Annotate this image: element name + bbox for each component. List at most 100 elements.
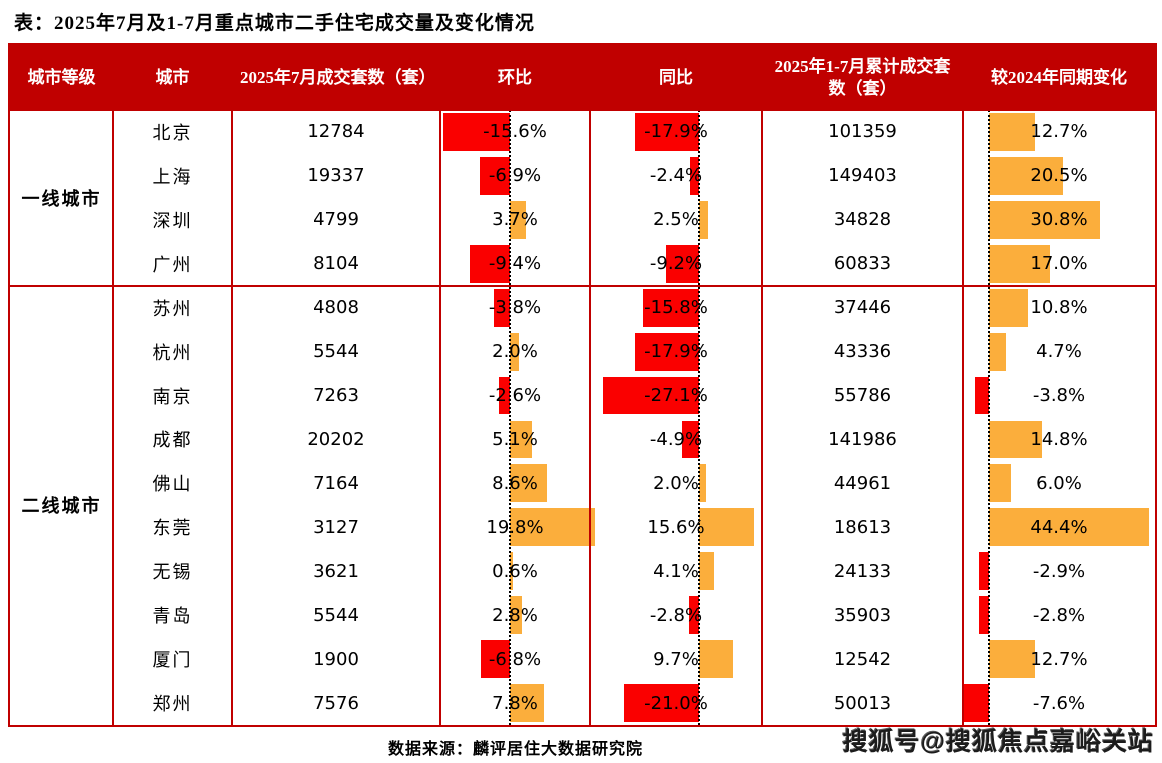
mom-change-value: 5.1% [492,428,538,450]
mom-change-value: -2.6% [488,385,542,407]
jul-transactions-cell: 1900 [313,648,359,670]
mom-change-value: -9.4% [488,253,542,275]
yoy-change-bar [635,332,699,371]
tier-cell: 一线城市 [21,188,102,209]
vs-2024-change-value: -2.9% [1032,560,1086,582]
vs-2024-change-bar [989,288,1028,327]
zero-baseline-1 [698,110,700,725]
yoy-change-value: -9.2% [649,253,703,275]
mom-change-bar [480,156,510,195]
yoy-change-bar [635,113,699,151]
cumulative-transactions-cell: 12542 [833,648,892,670]
zero-baseline-0 [509,110,511,725]
jul-transactions-cell: 12784 [307,121,365,143]
cumulative-transactions-cell: 24133 [833,560,892,582]
jul-transactions-cell: 20202 [307,428,365,450]
header-band [10,45,1155,110]
jul-transactions-cell: 7164 [313,472,359,494]
tier-cell: 二线城市 [21,496,102,517]
mom-change-value: 7.8% [492,692,538,714]
jul-transactions-cell: 3621 [313,560,359,582]
jul-transactions-cell: 4799 [313,209,359,231]
vs-2024-change-bar [989,332,1006,371]
vs-2024-change-bar [961,684,989,722]
vs-2024-change-value: 6.0% [1036,472,1082,494]
mom-change-bar [510,420,532,459]
column-border-2 [231,110,233,725]
yoy-change-bar [699,200,708,239]
city-cell: 苏州 [152,298,193,319]
mom-change-value: -15.6% [483,121,547,143]
vs-2024-change-value: 10.8% [1030,297,1088,319]
cumulative-transactions-cell: 55786 [833,385,892,407]
mom-change-bar [510,200,526,239]
vs-2024-change-value: -2.8% [1032,604,1086,626]
mom-change-value: 0.6% [492,560,538,582]
vs-2024-change-bar [989,244,1051,283]
vs-2024-change-bar [989,156,1063,195]
city-cell: 杭州 [152,342,193,363]
yoy-change-value: 15.6% [647,516,705,538]
cumulative-transactions-cell: 34828 [833,209,892,231]
mom-change-value: -3.8% [488,297,542,319]
mom-change-value: 2.0% [492,341,538,363]
mom-change-bar [510,552,513,591]
yoy-change-value: -17.9% [644,341,708,363]
vs-2024-change-bar [978,596,989,635]
column-border-3 [439,110,441,725]
zero-baseline-2 [988,110,990,725]
column-border-1 [112,110,114,725]
cumulative-transactions-cell: 43336 [833,341,892,363]
watermark: 搜狐号@搜狐焦点嘉峪关站 [842,728,1154,756]
mom-change-bar [498,376,510,415]
jul-transactions-cell: 7576 [313,692,359,714]
yoy-change-value: -15.8% [644,297,708,319]
yoy-change-value: -2.4% [649,165,703,187]
cumulative-transactions-cell: 44961 [833,472,892,494]
yoy-change-value: -27.1% [644,385,708,407]
mom-change-value: 19.8% [486,516,544,538]
tier-separator [10,284,1155,287]
yoy-change-bar [699,508,755,547]
column-border-6 [962,110,964,725]
mom-change-bar [442,113,510,151]
vs-2024-change-value: 12.7% [1030,121,1088,143]
cumulative-transactions-cell: 60833 [833,253,892,275]
yoy-change-value: 2.5% [653,209,699,231]
yoy-change-bar [666,244,699,283]
yoy-change-bar [699,552,714,591]
city-cell: 郑州 [152,694,193,715]
cumulative-transactions-cell: 37446 [833,297,892,319]
vs-2024-change-bar [989,640,1035,679]
mom-change-value: 3.7% [492,209,538,231]
vs-2024-change-bar [989,464,1011,503]
yoy-change-value: -17.9% [644,121,708,143]
mom-change-bar [510,508,596,547]
vs-2024-change-bar [978,552,989,591]
column-header-1: 城市 [155,67,190,87]
mom-change-value: 8.6% [492,472,538,494]
jul-transactions-cell: 19337 [307,165,365,187]
cumulative-transactions-cell: 141986 [828,428,897,450]
mom-change-bar [493,288,510,327]
cumulative-transactions-cell: 35903 [833,604,892,626]
vs-2024-change-bar [989,508,1149,547]
yoy-change-value: 9.7% [653,648,699,670]
column-header-4: 同比 [659,67,693,87]
jul-transactions-cell: 7263 [313,385,359,407]
column-header-0: 城市等级 [27,67,96,87]
cumulative-transactions-cell: 101359 [828,121,897,143]
city-cell: 东莞 [152,518,193,539]
column-border-5 [761,110,763,725]
city-cell: 厦门 [152,650,193,671]
yoy-change-bar [642,288,699,327]
yoy-change-bar [689,596,699,635]
vs-2024-change-value: 30.8% [1030,209,1088,231]
mom-change-bar [510,684,544,722]
vs-2024-change-value: -3.8% [1032,385,1086,407]
city-cell: 佛山 [152,474,193,495]
vs-2024-change-value: 17.0% [1030,253,1088,275]
city-cell: 广州 [152,254,193,275]
mom-change-bar [510,464,547,503]
city-cell: 上海 [152,166,193,187]
